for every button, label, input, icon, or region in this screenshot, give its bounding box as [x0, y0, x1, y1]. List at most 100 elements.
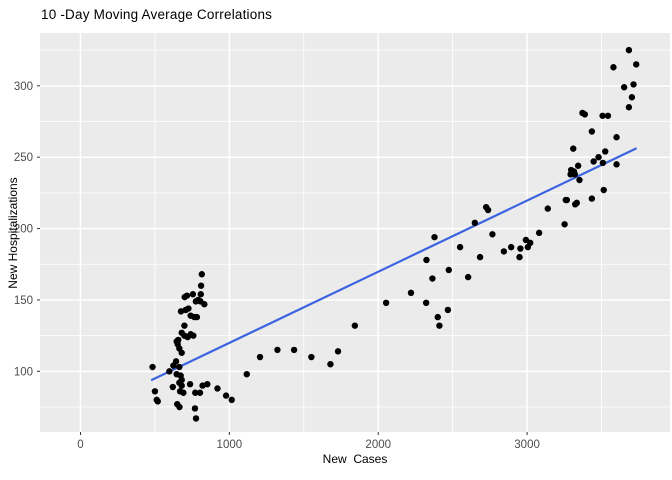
data-point [151, 388, 159, 395]
data-point [574, 162, 582, 169]
data-point [178, 349, 185, 356]
data-point [434, 313, 441, 321]
data-point [620, 84, 628, 91]
data-point [576, 176, 583, 184]
data-point [613, 161, 620, 168]
data-point [176, 363, 183, 371]
data-point [228, 396, 235, 404]
data-point [308, 353, 315, 361]
data-point [588, 128, 596, 135]
data-point [189, 291, 197, 298]
data-point [191, 405, 199, 412]
x-tick-label: 2000 [365, 439, 391, 451]
data-point [169, 383, 176, 391]
y-tick-label: 300 [14, 81, 33, 93]
data-point [429, 275, 436, 282]
data-point [422, 299, 430, 307]
data-point [170, 362, 177, 369]
x-tick-label: 1000 [217, 439, 243, 451]
data-point [431, 233, 438, 241]
data-point [595, 153, 602, 161]
data-point [183, 292, 191, 299]
data-point [423, 256, 430, 264]
data-point [588, 195, 596, 202]
data-point [489, 231, 496, 238]
data-point [456, 243, 464, 251]
data-point [274, 346, 281, 354]
data-point [628, 94, 636, 101]
data-point [192, 415, 200, 422]
data-point [181, 322, 188, 329]
data-point [571, 171, 579, 178]
data-point [464, 273, 472, 281]
data-point [535, 229, 543, 237]
data-point [562, 196, 569, 204]
y-tick-label: 250 [14, 152, 33, 164]
data-point [630, 81, 637, 88]
data-point [436, 322, 443, 329]
data-point [196, 389, 204, 396]
data-point [500, 248, 508, 255]
data-point [176, 403, 183, 411]
data-point [327, 360, 334, 368]
data-point [570, 145, 577, 152]
data-point [382, 299, 390, 307]
data-point [581, 111, 589, 118]
data-point [197, 282, 205, 289]
data-point [222, 392, 230, 399]
data-point [201, 301, 208, 308]
data-point [178, 382, 185, 389]
data-point [180, 389, 187, 396]
data-point [214, 385, 221, 392]
data-point [610, 64, 617, 71]
data-point [527, 239, 534, 247]
data-point [625, 46, 633, 54]
data-point [198, 271, 206, 278]
data-point [334, 348, 342, 355]
x-axis-title: New Cases [322, 452, 388, 466]
x-tick-label: 0 [77, 439, 83, 451]
y-tick-label: 100 [14, 366, 33, 378]
data-point [192, 389, 199, 396]
data-point [407, 289, 415, 297]
data-point [290, 346, 298, 354]
data-point [561, 221, 568, 228]
data-point [149, 363, 156, 371]
data-point [204, 380, 211, 388]
data-point [351, 322, 359, 329]
data-point [190, 332, 197, 339]
data-point [197, 291, 204, 298]
data-point [484, 206, 492, 214]
data-point [444, 306, 452, 314]
data-point [599, 159, 607, 167]
data-point [633, 61, 640, 68]
y-tick-label: 200 [14, 224, 33, 236]
data-point [471, 219, 479, 227]
data-point [516, 253, 523, 261]
data-point [445, 266, 452, 274]
data-point [186, 380, 194, 388]
data-point [256, 353, 264, 361]
data-point [182, 306, 189, 314]
x-tick-label: 3000 [514, 439, 540, 451]
data-point [613, 134, 620, 141]
data-point [604, 112, 612, 119]
data-point [625, 104, 633, 111]
trend-line [150, 147, 637, 381]
y-axis-title: New Hospitalizations [6, 177, 20, 289]
data-point [243, 370, 250, 378]
data-point [600, 186, 607, 194]
data-point [517, 245, 524, 252]
data-point [154, 398, 161, 405]
data-point [599, 112, 606, 119]
data-point [590, 158, 597, 165]
data-point [573, 199, 581, 207]
data-point [166, 368, 173, 375]
chart-title: 10 -Day Moving Average Correlations [41, 7, 273, 22]
data-point [544, 205, 551, 212]
data-point [507, 243, 515, 251]
plot-panel [40, 33, 670, 432]
data-point [476, 253, 484, 261]
